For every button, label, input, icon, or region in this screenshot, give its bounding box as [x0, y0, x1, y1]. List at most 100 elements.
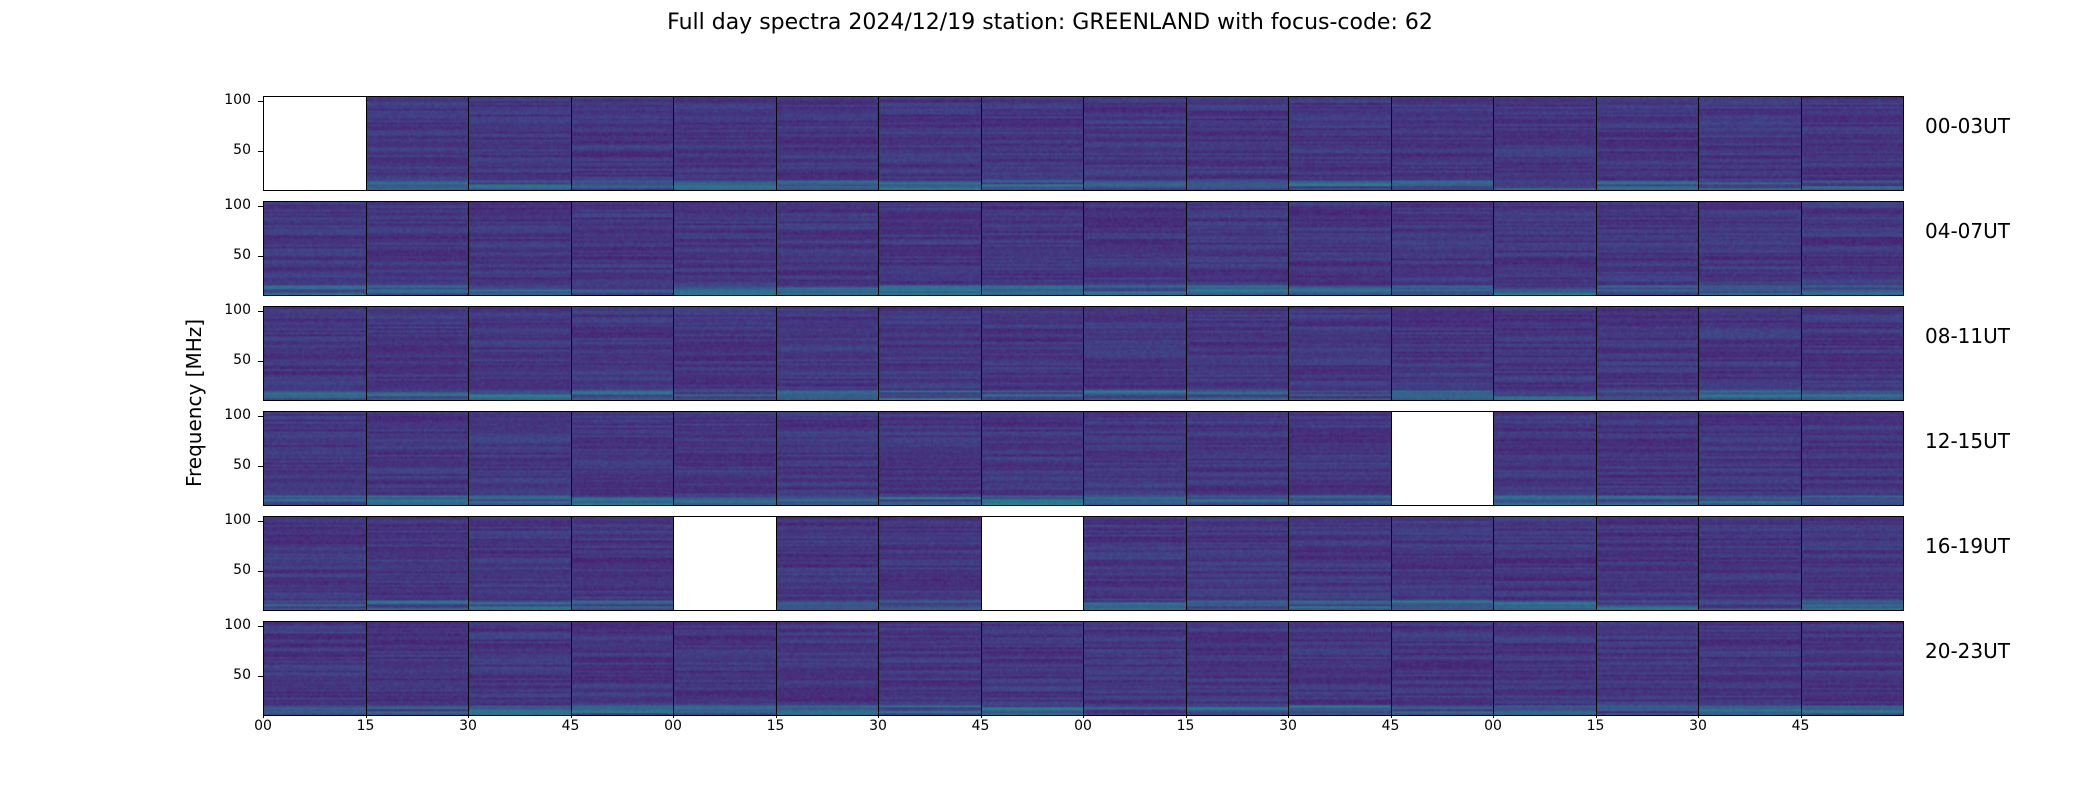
spectrum-image: [1186, 97, 1288, 190]
spectrum-image: [264, 202, 366, 295]
row-time-label: 08-11UT: [1925, 324, 2010, 348]
spectrum-panel: [1185, 411, 1289, 506]
x-tick-label: 30: [1279, 718, 1297, 734]
spectrum-image: [366, 412, 468, 505]
spectrum-image: [469, 622, 571, 715]
x-tick: [263, 713, 264, 718]
spectrum-panel: [1185, 621, 1289, 716]
spectrum-image: [366, 517, 468, 610]
x-tick-label: 45: [971, 718, 990, 734]
x-tick: [1083, 713, 1084, 718]
spectrum-panel: [1288, 516, 1392, 611]
spectrum-image: [1494, 202, 1596, 295]
row-time-label: 20-23UT: [1925, 639, 2010, 663]
spectrum-panel: [1595, 306, 1699, 401]
spectrum-panel: [1185, 96, 1289, 191]
spectrum-panel: [365, 516, 469, 611]
spectrum-panel: [878, 201, 982, 296]
y-tick-label: 50: [233, 352, 251, 368]
spectrum-panel: [365, 306, 469, 401]
spectrum-image: [879, 307, 981, 400]
spectrum-image: [1494, 622, 1596, 715]
spectrum-image: [981, 97, 1083, 190]
spectrum-image: [1596, 517, 1698, 610]
spectrum-panel: [1185, 516, 1289, 611]
x-tick: [1800, 713, 1802, 718]
spectrum-panel: [673, 96, 777, 191]
spectrum-panel: [1083, 411, 1187, 506]
y-tick: [258, 416, 263, 417]
x-tick: [570, 713, 572, 718]
spectrum-panel: [1185, 201, 1289, 296]
spectrum-panel: [1390, 306, 1494, 401]
spectrum-panel: [570, 96, 674, 191]
spectrum-image: [571, 412, 673, 505]
spectrum-panel: [775, 96, 879, 191]
spectrum-image: [1801, 307, 1903, 400]
spectrum-image: [264, 307, 366, 400]
spectrum-panel: [1083, 201, 1187, 296]
x-tick: [1698, 713, 1699, 718]
spectrum-panel: [1288, 306, 1392, 401]
x-tick: [468, 713, 469, 718]
spectrum-panel: [1595, 621, 1699, 716]
spectrum-image: [879, 517, 981, 610]
x-tick-label: 45: [1381, 718, 1400, 734]
spectrum-panel: [1083, 621, 1187, 716]
spectrum-image: [571, 307, 673, 400]
spectrum-image: [469, 517, 571, 610]
y-tick-label: 50: [233, 142, 251, 158]
spectrum-panel: [878, 621, 982, 716]
spectrum-panel: [263, 201, 367, 296]
spectrum-image: [981, 412, 1083, 505]
x-tick-label: 15: [1176, 718, 1195, 734]
spectrum-image: [1494, 307, 1596, 400]
spectrum-panel: [468, 516, 572, 611]
spectrum-panel: [570, 201, 674, 296]
spectrum-panel: [980, 411, 1084, 506]
spectrum-image: [674, 202, 776, 295]
spectrum-panel: [1493, 621, 1597, 716]
y-tick-label: 50: [233, 667, 251, 683]
spectrum-panel: [1595, 201, 1699, 296]
spectrum-image: [264, 517, 366, 610]
spectrum-image: [1801, 412, 1903, 505]
spectra-row: [263, 96, 1904, 191]
y-tick-label: 100: [224, 617, 251, 633]
spectrum-panel: [263, 411, 367, 506]
spectrum-image: [469, 412, 571, 505]
chart-title: Full day spectra 2024/12/19 station: GRE…: [667, 10, 1433, 35]
spectrum-panel: [1698, 411, 1802, 506]
spectrum-image: [1289, 307, 1391, 400]
spectrum-image: [1084, 517, 1186, 610]
spectrum-panel: [1083, 516, 1187, 611]
spectrum-panel: [1083, 96, 1187, 191]
y-tick: [258, 206, 263, 207]
spectrum-panel: [263, 306, 367, 401]
spectrum-image: [571, 97, 673, 190]
spectrum-image: [1186, 622, 1288, 715]
spectrum-image: [1289, 622, 1391, 715]
spectrum-image: [1186, 412, 1288, 505]
spectrum-panel: [365, 201, 469, 296]
spectrum-image: [776, 622, 878, 715]
y-tick-label: 50: [233, 457, 251, 473]
y-tick: [258, 311, 263, 312]
y-tick-label: 50: [233, 247, 251, 263]
spectrum-image: [1596, 202, 1698, 295]
spectrum-image: [1391, 307, 1493, 400]
spectrum-panel: [365, 621, 469, 716]
spectrum-image: [469, 97, 571, 190]
spectrum-panel: [673, 411, 777, 506]
spectrum-panel: [878, 306, 982, 401]
x-tick-label: 30: [869, 718, 887, 734]
spectrum-image: [879, 622, 981, 715]
x-tick: [980, 713, 982, 718]
spectrum-panel: [775, 621, 879, 716]
spectrum-image: [366, 202, 468, 295]
y-tick: [258, 626, 263, 627]
spectrum-image: [1391, 517, 1493, 610]
spectrum-panel: [570, 516, 674, 611]
spectrum-image: [981, 307, 1083, 400]
spectrum-image: [1801, 622, 1903, 715]
